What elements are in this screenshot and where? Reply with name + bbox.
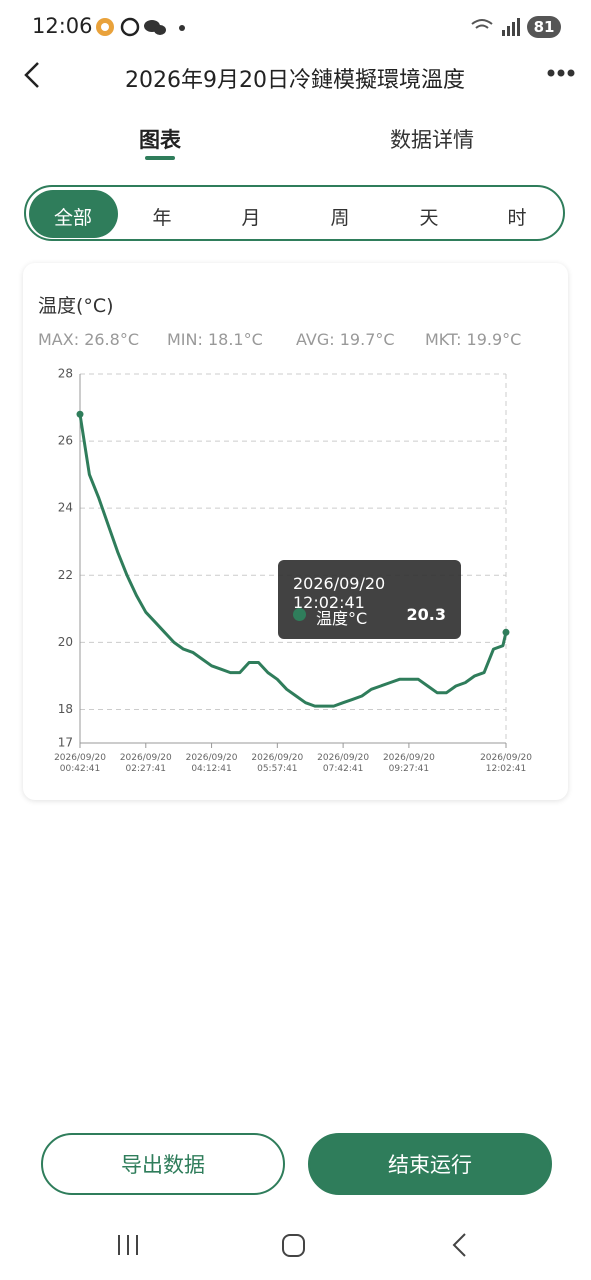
data-point <box>502 628 510 636</box>
tab-indicator <box>145 156 175 160</box>
tab[interactable]: 数据详情 <box>390 128 474 152</box>
range-option[interactable]: 年 <box>152 207 172 229</box>
y-tick-label: 24 <box>58 501 73 515</box>
x-tick-label: 2026/09/20 04:12:41 <box>185 753 238 774</box>
chart-stat: MAX: 26.8°C <box>38 330 139 349</box>
status-icons <box>96 17 185 37</box>
range-option[interactable]: 全部 <box>53 207 93 229</box>
y-tick-label: 26 <box>58 434 73 448</box>
chart: 17 18 20 22 24 26 28 <box>58 367 510 750</box>
tooltip-value: 20.3 <box>406 605 446 624</box>
y-tick-label: 22 <box>58 568 73 582</box>
chart-stat: MIN: 18.1°C <box>167 330 263 349</box>
tooltip-series: 温度°C <box>316 609 368 628</box>
range-active <box>29 190 118 238</box>
chart-title: 温度(°C) <box>38 295 114 317</box>
x-tick-label: 2026/09/20 02:27:41 <box>119 753 172 774</box>
x-tick-label: 2026/09/20 05:57:41 <box>251 753 304 774</box>
x-tick-label: 2026/09/20 00:42:41 <box>54 753 106 774</box>
y-tick-label: 18 <box>58 702 73 716</box>
tab[interactable]: 图表 <box>139 128 181 152</box>
y-tick-label: 20 <box>58 635 73 649</box>
data-point <box>76 410 84 418</box>
range-option[interactable]: 月 <box>241 207 261 229</box>
range-option[interactable]: 天 <box>419 207 439 229</box>
more-button[interactable] <box>546 66 576 80</box>
tooltip-dot <box>293 608 306 621</box>
page-title: 2026年9月20日冷鏈模擬環境溫度 <box>125 68 465 93</box>
y-tick-label: 17 <box>58 736 73 750</box>
x-tick-label: 2026/09/20 12:02:41 <box>480 753 532 774</box>
status-time: 12:06 <box>32 14 93 38</box>
tooltip-time: 2026/09/20 12:02:41 <box>293 574 386 612</box>
chart-stat: AVG: 19.7°C <box>296 330 395 349</box>
chart-card <box>23 263 568 800</box>
x-tick-label: 2026/09/20 09:27:41 <box>382 753 435 774</box>
range-option[interactable]: 周 <box>330 207 350 229</box>
x-tick-label: 2026/09/20 07:42:41 <box>317 753 370 774</box>
stop-button[interactable]: 结束运行 <box>308 1133 552 1195</box>
nav-bar <box>118 1233 466 1257</box>
range-selector <box>24 185 565 241</box>
y-tick-label: 28 <box>58 367 73 381</box>
signal-icons <box>471 18 520 36</box>
range-option[interactable]: 时 <box>507 207 527 229</box>
back-button[interactable] <box>20 60 44 90</box>
series-line <box>78 414 508 708</box>
chart-stat: MKT: 19.9°C <box>425 330 522 349</box>
tooltip: 2026/09/20 12:02:41 温度°C 20.3 <box>278 560 461 639</box>
battery: 81 <box>527 16 561 38</box>
export-button[interactable]: 导出数据 <box>41 1133 285 1195</box>
